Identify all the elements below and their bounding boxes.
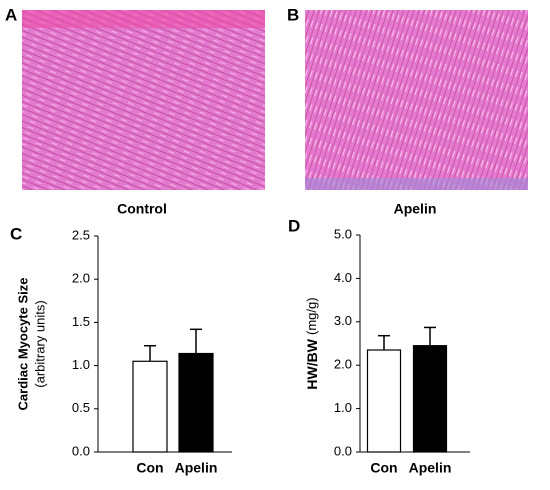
bar [412,345,448,453]
image-caption: Control [117,201,167,217]
y-tick-label: 4.0 [334,270,352,285]
y-tick-label: 0.0 [72,443,90,458]
image-band [22,10,265,28]
y-axis-label-main: HW/BW [304,338,320,389]
panel-letter: B [287,5,299,24]
panel-letter: C [10,224,22,243]
y-tick-label: 2.0 [334,357,352,372]
y-tick-label: 1.0 [334,400,352,415]
y-tick-label: 1.0 [72,357,90,372]
image-band [305,178,528,190]
y-tick-label: 0.5 [72,400,90,415]
image-caption: Apelin [394,201,437,217]
histology-image [22,10,265,190]
x-tick-label: Con [370,460,397,476]
y-tick-label: 0.0 [334,443,352,458]
histology-image [305,10,528,190]
y-tick-label: 2.0 [72,271,90,286]
bar [132,360,168,453]
x-tick-label: Apelin [175,460,218,476]
y-axis-label: Cardiac Myocyte Size [15,278,30,411]
y-tick-label: 2.5 [72,227,90,242]
bar [366,349,402,453]
panel-letter: D [288,216,300,235]
y-tick-label: 3.0 [334,313,352,328]
y-axis-sublabel: (arbitrary units) [32,300,47,387]
y-axis-label: HW/BW (mg/g) [304,297,320,389]
panel-letter: A [5,5,17,24]
y-axis-label-unit: (mg/g) [304,297,319,335]
y-tick-label: 5.0 [334,226,352,241]
y-tick-label: 1.5 [72,314,90,329]
x-tick-label: Con [136,460,163,476]
x-tick-label: Apelin [409,460,452,476]
bar [178,352,214,453]
